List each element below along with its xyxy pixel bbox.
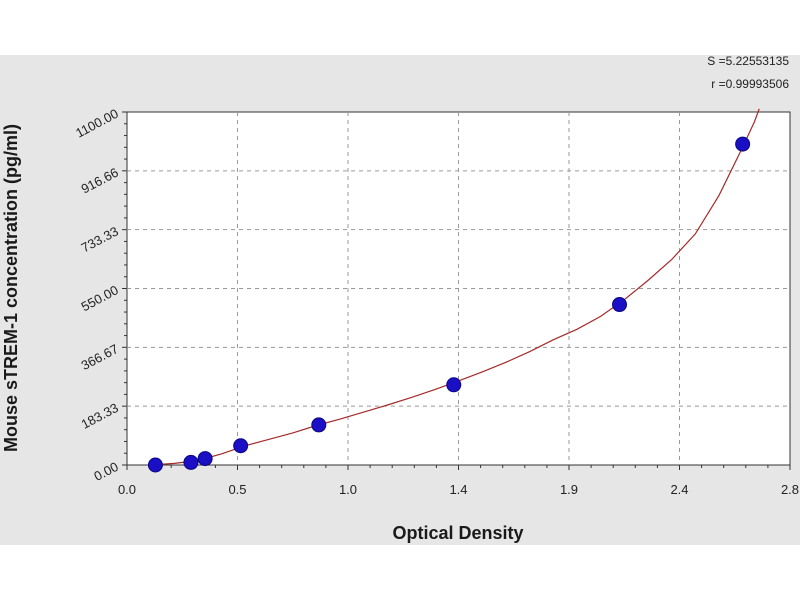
stat-r: r =0.99993506 <box>711 77 789 91</box>
y-tick-label: 733.33 <box>79 223 121 255</box>
stats-block: S =5.22553135 r =0.99993506 <box>707 55 789 91</box>
y-tick-label: 550.00 <box>79 282 121 314</box>
data-point <box>612 297 628 313</box>
x-axis-label: Optical Density <box>392 523 523 543</box>
data-point <box>147 457 163 473</box>
x-tick-label: 1.9 <box>560 482 578 497</box>
y-axis-label: Mouse sTREM-1 concentration (pg/ml) <box>1 124 21 452</box>
x-tick-labels: 0.0 0.5 1.0 1.4 1.9 2.4 2.8 <box>118 482 799 497</box>
y-tick-labels: 0.00 183.33 366.67 550.00 733.33 916.66 1100.0… <box>73 106 121 484</box>
x-tick-label: 0.0 <box>118 482 136 497</box>
data-point <box>197 451 213 467</box>
grid-lines <box>127 112 790 465</box>
fit-curve <box>150 108 760 466</box>
x-tick-label: 1.4 <box>449 482 467 497</box>
x-tick-label: 2.8 <box>781 482 799 497</box>
x-tick-label: 2.4 <box>670 482 688 497</box>
y-tick-label: 1100.00 <box>73 106 121 141</box>
stat-s: S =5.22553135 <box>707 55 789 68</box>
y-tick-label: 0.00 <box>91 459 120 484</box>
data-points <box>147 136 751 473</box>
data-point <box>446 377 462 393</box>
data-point <box>311 417 327 433</box>
x-tick-label: 0.5 <box>228 482 246 497</box>
y-tick-label: 366.67 <box>79 341 121 373</box>
chart-panel: S =5.22553135 r =0.99993506 0.0 0.5 1.0 1.4… <box>0 55 800 545</box>
data-point <box>233 438 249 454</box>
data-point <box>735 136 751 152</box>
data-point <box>183 454 199 470</box>
chart-svg: S =5.22553135 r =0.99993506 0.0 0.5 1.0 1.4… <box>1 55 799 543</box>
y-tick-label: 183.33 <box>79 400 121 432</box>
y-tick-label: 916.66 <box>79 165 121 197</box>
x-tick-label: 1.0 <box>339 482 357 497</box>
